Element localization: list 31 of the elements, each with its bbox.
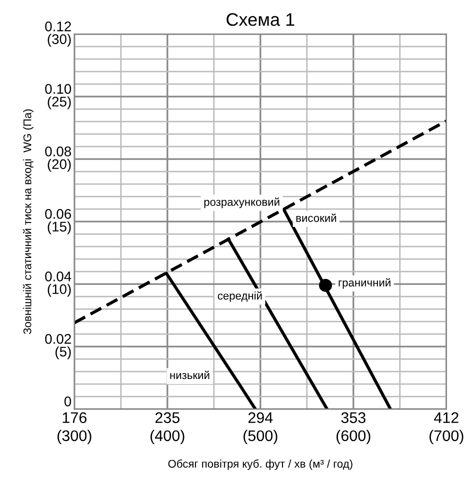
chart-title: Схема 1 (226, 13, 294, 26)
y-axis-title: Зовнішній статичний тиск на вході WG (Па) (22, 109, 34, 334)
series-label: високий (296, 214, 336, 222)
y-tick-label: 0 (64, 396, 72, 406)
y2-tick-label: (25) (48, 96, 71, 110)
series-label: низький (170, 370, 210, 380)
x2-tick-label: (600) (336, 430, 370, 444)
x-tick-label: 176 (62, 412, 86, 424)
y-tick-label: 0.08 (45, 146, 72, 156)
x-tick-label: 235 (155, 412, 180, 424)
y2-tick-label: (5) (56, 346, 71, 360)
y-tick-label: 0.06 (45, 209, 72, 219)
x2-tick-label: (500) (244, 430, 278, 444)
x2-tick-label: (300) (58, 430, 92, 444)
x-axis-title: Обсяг повітря куб. фут / хв (м³ / год) (168, 459, 352, 470)
y-tick-label: 0.12 (45, 22, 71, 32)
y2-tick-label: (10) (48, 284, 71, 297)
series-label: граничний (338, 278, 390, 289)
x2-tick-label: (400) (150, 430, 184, 444)
y-tick-label: 0.02 (45, 334, 71, 344)
series-label: розрахунковий (204, 198, 280, 208)
y2-tick-label: (20) (48, 158, 71, 172)
y-tick-label: 0.04 (45, 272, 72, 282)
y-tick-label: 0.10 (45, 84, 72, 94)
x-tick-label: 294 (248, 412, 273, 424)
x2-tick-label: (700) (430, 430, 464, 444)
x-tick-label: 353 (341, 412, 366, 424)
x-tick-label: 412 (434, 412, 458, 423)
y2-tick-label: (15) (48, 221, 71, 234)
series-label: середній (218, 291, 262, 302)
y2-tick-label: (30) (48, 34, 71, 47)
